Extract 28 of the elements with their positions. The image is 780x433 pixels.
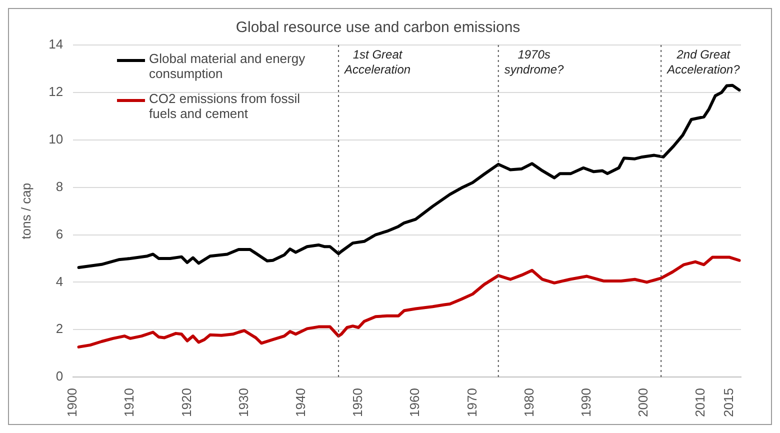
x-tick-label: 1900 — [64, 388, 80, 417]
x-tick-label: 1950 — [350, 388, 366, 417]
legend-label: Global material and energy consumption — [149, 51, 306, 81]
x-tick-label: 1970 — [464, 388, 480, 417]
x-tick-label: 1940 — [292, 388, 308, 417]
y-tick-label: 4 — [56, 274, 64, 289]
ref-line-label: 1st Great Acceleration — [344, 47, 411, 76]
y-tick-label: 14 — [48, 36, 64, 52]
legend-label: CO2 emissions from fossil fuels and cement — [149, 91, 301, 121]
ref-line-label: 2nd Great Acceleration? — [666, 47, 740, 76]
x-tick-label: 1910 — [122, 388, 137, 417]
x-tick-label: 2015 — [721, 388, 736, 417]
y-tick-label: 2 — [56, 321, 64, 336]
x-tick-label: 1990 — [578, 388, 594, 417]
y-tick-label: 12 — [48, 84, 64, 100]
y-tick-label: 6 — [56, 226, 64, 242]
x-tick-label: 1930 — [236, 388, 251, 417]
x-tick-label: 1980 — [521, 388, 536, 417]
x-tick-label: 2000 — [636, 388, 651, 417]
x-tick-label: 2010 — [692, 388, 708, 417]
ref-line-label: 1970s syndrome? — [504, 47, 564, 76]
x-tick-label: 1920 — [178, 388, 194, 417]
y-tick-label: 10 — [48, 131, 64, 146]
x-tick-label: 1960 — [407, 388, 422, 417]
y-tick-label: 8 — [56, 178, 64, 194]
chart-title: Global resource use and carbon emissions — [236, 19, 520, 36]
y-axis-title: tons / cap — [18, 182, 34, 240]
y-tick-label: 0 — [56, 368, 64, 384]
